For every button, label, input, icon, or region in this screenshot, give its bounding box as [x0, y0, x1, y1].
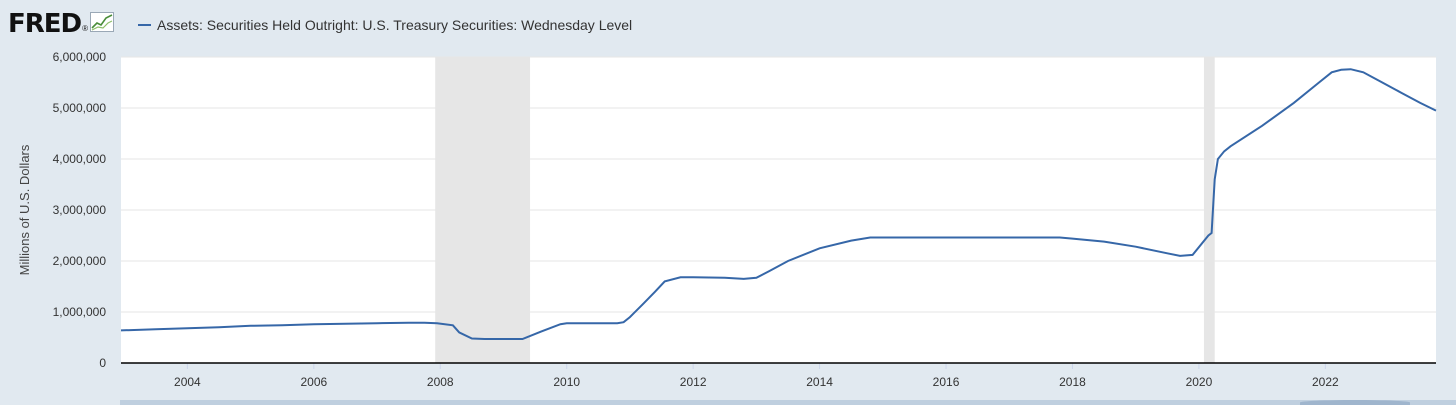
x-tick-label: 2020 — [1186, 375, 1213, 389]
x-tick-label: 2012 — [680, 375, 707, 389]
y-axis-ticks: 0 1,000,000 2,000,000 3,000,000 4,000,000 5,0… — [53, 50, 107, 370]
chart-header: FRED ® Assets: Securities Held Outright:… — [0, 0, 1456, 50]
y-tick-label: 4,000,000 — [53, 152, 107, 166]
y-tick-label: 0 — [99, 356, 106, 370]
x-axis-ticks: 2004 2006 2008 2010 2012 2014 2016 2018 2020 2022 — [174, 363, 1339, 389]
legend-swatch — [138, 24, 151, 26]
series-line-treasury-securities — [120, 68, 1437, 340]
x-tick-label: 2016 — [933, 375, 960, 389]
registered-mark: ® — [82, 24, 89, 33]
y-tick-label: 5,000,000 — [53, 101, 107, 115]
x-tick-label: 2022 — [1312, 375, 1339, 389]
fred-logo[interactable]: FRED ® — [8, 9, 115, 39]
fred-logo-text: FRED — [8, 9, 82, 39]
grid-lines — [121, 56, 1436, 313]
y-tick-label: 3,000,000 — [53, 203, 107, 217]
navigator-bar[interactable] — [120, 400, 1456, 405]
chart-legend[interactable]: Assets: Securities Held Outright: U.S. T… — [138, 14, 632, 36]
x-tick-label: 2018 — [1059, 375, 1086, 389]
fred-chart-icon — [90, 11, 115, 37]
x-tick-label: 2008 — [427, 375, 454, 389]
x-tick-label: 2014 — [806, 375, 833, 389]
y-tick-label: 2,000,000 — [53, 254, 107, 268]
x-tick-label: 2006 — [300, 375, 327, 389]
x-tick-label: 2010 — [553, 375, 580, 389]
x-tick-label: 2004 — [174, 375, 201, 389]
y-axis-label: Millions of U.S. Dollars — [17, 144, 32, 275]
legend-series-label: Assets: Securities Held Outright: U.S. T… — [157, 17, 633, 33]
y-tick-label: 1,000,000 — [53, 305, 107, 319]
navigator-handle[interactable] — [1300, 400, 1410, 405]
y-tick-label: 6,000,000 — [53, 50, 107, 64]
